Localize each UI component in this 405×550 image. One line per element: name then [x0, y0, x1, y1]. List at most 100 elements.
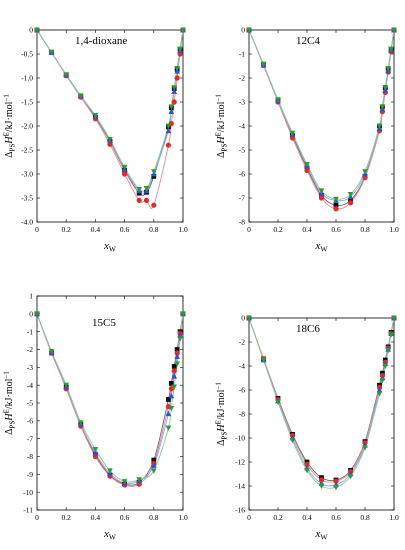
y-tick-label: -2: [239, 74, 245, 83]
data-point-green-triangle-down: [391, 27, 397, 33]
y-tick-label: -0.5: [21, 50, 33, 59]
data-point-black-square: [136, 190, 142, 196]
x-tick-label: 0.6: [120, 513, 130, 522]
y-tick-label: -10: [23, 488, 33, 497]
data-point-green-triangle-down: [180, 27, 186, 33]
x-tick-label: 0.4: [302, 225, 312, 234]
ylabel-part-ylabel_sub: PS: [9, 421, 17, 429]
y-tick-label: -2.5: [21, 146, 33, 155]
data-point-blue-triangle-up: [168, 392, 175, 399]
data-point-blue-triangle-up: [92, 449, 99, 456]
x-tick-label: 1.0: [178, 513, 188, 522]
data-point-red-circle: [318, 477, 325, 483]
x-tick-label: 0.4: [302, 513, 312, 522]
x-tick-label: 0.4: [91, 225, 101, 234]
y-tick-label: -3.0: [21, 170, 33, 179]
ylabel-dioxane: ΔPSHE/kJ·mol−1: [3, 94, 17, 158]
data-point-green-triangle-down: [48, 348, 55, 355]
ylabel-part-ylabel_unit_sup: −1: [3, 94, 11, 102]
panel-title-18c6: 18C6: [296, 323, 320, 335]
y-tick-label: -8: [239, 410, 245, 419]
data-point-green-triangle-down: [304, 468, 310, 474]
xlabel-main: x: [315, 528, 321, 540]
data-point-green-triangle-down: [275, 97, 281, 103]
x-tick-label: 0.2: [273, 225, 283, 234]
panel-18c6: 0 0.2 0.4 0.6 0.8 1.0 0 -2 -4 -6 -8 -10 -12 -14 -16 18C…: [215, 314, 399, 542]
fit-curve-green: [36, 313, 184, 483]
data-point-red-circle: [333, 478, 339, 484]
x-tick-label: 0: [247, 513, 251, 522]
y-tick-label: -8: [27, 452, 33, 461]
data-point-black-square: [171, 364, 177, 369]
data-point-green-triangle-down: [385, 348, 391, 354]
ylabel-part-ylabel_delta: Δ: [216, 439, 227, 446]
x-tick-label: 0: [35, 225, 39, 234]
x-tick-label: 0: [35, 513, 39, 522]
x-tick-label: 0.4: [91, 513, 101, 522]
y-tick-label: -7: [27, 434, 33, 443]
x-tick-label: 0.8: [360, 513, 370, 522]
data-point-green-triangle-down: [180, 311, 186, 317]
y-tick-label: -5: [239, 146, 245, 155]
y-tick-label: -6: [27, 416, 33, 425]
data-point-green-triangle-down: [92, 113, 99, 119]
data-point-green-triangle-down: [318, 483, 325, 489]
data-point-green-triangle-down: [388, 46, 394, 53]
y-tick-label: -6: [239, 170, 245, 179]
x-tick-label: 0.8: [149, 225, 159, 234]
data-point-green-triangle-down: [78, 93, 84, 99]
ylabel-part-ylabel_main: H: [216, 424, 227, 433]
y-tick-label: -10: [235, 434, 245, 443]
data-point-red-circle: [122, 171, 128, 177]
data-point-green-triangle-down: [34, 311, 40, 317]
ylabel-part-ylabel_sub: PS: [221, 144, 229, 152]
ylabel-12c4: ΔPSHE/kJ·mol−1: [215, 94, 229, 158]
y-tick-label: 0: [29, 26, 33, 35]
data-point-green-triangle-down: [136, 186, 142, 193]
ylabel-part-ylabel_unit_sup: −1: [215, 94, 223, 102]
xlabel-sub: W: [109, 533, 117, 542]
data-point-red-circle: [171, 368, 177, 374]
data-point-green-triangle-down: [333, 196, 339, 203]
x-tick-label: 0.8: [360, 225, 370, 234]
x-tick-label: 0.6: [331, 513, 341, 522]
y-tick-label: -4: [27, 381, 33, 390]
data-point-green-triangle-down: [92, 446, 99, 453]
y-tick-label: -16: [235, 506, 245, 515]
data-point-green-triangle-down: [379, 104, 386, 110]
fit-curve-red: [248, 29, 395, 210]
fit-curve-green: [248, 29, 395, 200]
x-tick-label: 0.2: [62, 513, 72, 522]
data-point-green-triangle-down: [391, 315, 397, 321]
ylabel-part-ylabel_sup: E: [215, 420, 223, 424]
data-point-green-triangle-down: [151, 468, 157, 474]
ylabel-part-ylabel_unit: /kJ·mol: [4, 378, 15, 409]
x-tick-label: 0.2: [273, 513, 283, 522]
fit-curve-red: [248, 317, 395, 483]
data-point-red-circle: [174, 75, 180, 81]
fit-curve-green: [248, 317, 395, 489]
x-tick-label: 1.0: [389, 513, 399, 522]
data-point-green-triangle-down: [34, 27, 40, 33]
ylabel-part-ylabel_sup: E: [3, 409, 11, 413]
y-tick-label: -1: [27, 327, 33, 336]
y-tick-label: -6: [239, 386, 245, 395]
data-point-green-triangle-down: [177, 336, 183, 342]
x-tick-label: 0.8: [149, 513, 159, 522]
data-point-blue-triangle-up: [168, 108, 175, 114]
fit-curve-black: [36, 313, 184, 486]
y-tick-label: 0: [29, 309, 33, 318]
data-point-blue-triangle-up: [177, 332, 183, 338]
data-point-green-triangle-down: [171, 384, 178, 390]
y-tick-label: -1.5: [21, 98, 33, 107]
data-point-green-triangle-down: [333, 484, 339, 491]
ylabel-part-ylabel_sub: PS: [221, 432, 229, 440]
data-point-green-triangle-down: [382, 85, 389, 91]
data-point-blue-triangle-up: [165, 410, 172, 417]
ylabel-part-ylabel_main: H: [4, 413, 15, 422]
data-point-green-triangle-down: [136, 477, 142, 483]
data-point-red-circle: [347, 200, 354, 206]
data-point-blue-triangle-up: [171, 88, 178, 94]
ylabel-18c6: ΔPSHE/kJ·mol−1: [215, 382, 229, 446]
